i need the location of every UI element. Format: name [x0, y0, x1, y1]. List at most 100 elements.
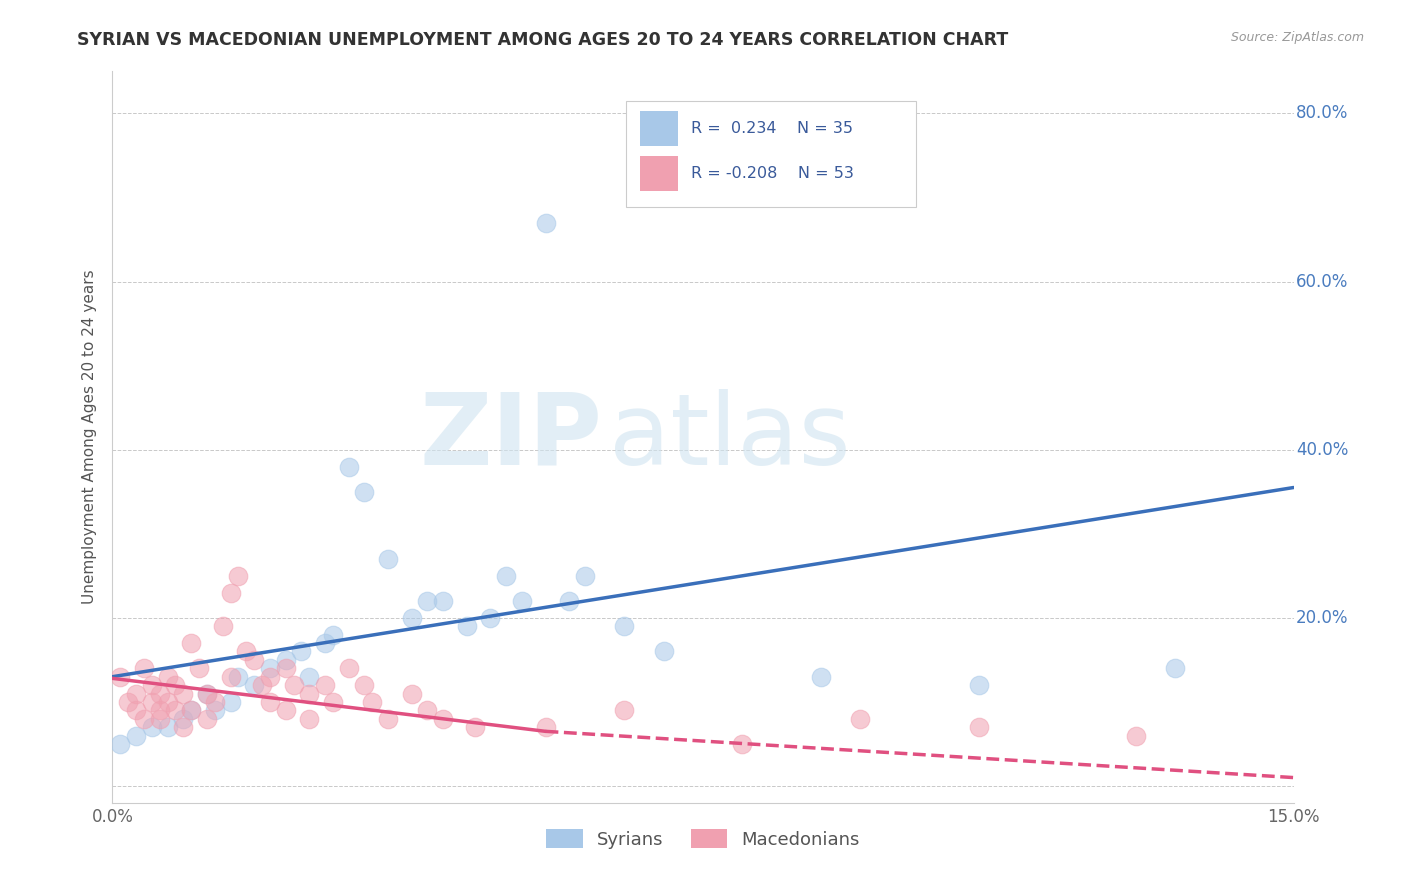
- Point: [149, 703, 172, 717]
- Point: [613, 703, 636, 717]
- Text: R =  0.234    N = 35: R = 0.234 N = 35: [692, 121, 853, 136]
- Point: [967, 720, 990, 734]
- Point: [322, 695, 344, 709]
- Point: [534, 720, 557, 734]
- Point: [479, 611, 502, 625]
- Point: [188, 661, 211, 675]
- Point: [156, 720, 179, 734]
- Point: [117, 695, 139, 709]
- Point: [274, 661, 297, 675]
- Point: [250, 678, 273, 692]
- Point: [156, 695, 179, 709]
- Point: [731, 737, 754, 751]
- Point: [243, 678, 266, 692]
- Text: SYRIAN VS MACEDONIAN UNEMPLOYMENT AMONG AGES 20 TO 24 YEARS CORRELATION CHART: SYRIAN VS MACEDONIAN UNEMPLOYMENT AMONG …: [77, 31, 1008, 49]
- Point: [432, 594, 454, 608]
- Point: [401, 686, 423, 700]
- Point: [274, 653, 297, 667]
- Point: [110, 670, 132, 684]
- Point: [259, 670, 281, 684]
- Text: ZIP: ZIP: [420, 389, 603, 485]
- Point: [165, 678, 187, 692]
- Point: [172, 720, 194, 734]
- Point: [353, 484, 375, 499]
- Text: atlas: atlas: [609, 389, 851, 485]
- Point: [377, 712, 399, 726]
- Point: [125, 703, 148, 717]
- Point: [534, 216, 557, 230]
- Point: [172, 712, 194, 726]
- Point: [613, 619, 636, 633]
- Point: [149, 712, 172, 726]
- Text: R = -0.208    N = 53: R = -0.208 N = 53: [692, 166, 853, 181]
- Point: [337, 661, 360, 675]
- Point: [132, 661, 155, 675]
- Point: [274, 703, 297, 717]
- Point: [149, 686, 172, 700]
- Point: [283, 678, 305, 692]
- FancyBboxPatch shape: [640, 111, 678, 146]
- Text: 80.0%: 80.0%: [1296, 104, 1348, 122]
- Text: 60.0%: 60.0%: [1296, 273, 1348, 291]
- Point: [141, 720, 163, 734]
- Point: [510, 594, 533, 608]
- Point: [165, 703, 187, 717]
- Point: [464, 720, 486, 734]
- Point: [290, 644, 312, 658]
- Point: [416, 594, 439, 608]
- Point: [141, 695, 163, 709]
- Point: [141, 678, 163, 692]
- Point: [810, 670, 832, 684]
- Point: [195, 686, 218, 700]
- Point: [456, 619, 478, 633]
- FancyBboxPatch shape: [640, 156, 678, 191]
- Point: [180, 636, 202, 650]
- Point: [211, 619, 233, 633]
- Legend: Syrians, Macedonians: Syrians, Macedonians: [540, 822, 866, 856]
- Point: [125, 686, 148, 700]
- Point: [172, 686, 194, 700]
- Point: [849, 712, 872, 726]
- Point: [574, 569, 596, 583]
- Point: [298, 712, 321, 726]
- Point: [259, 661, 281, 675]
- Point: [235, 644, 257, 658]
- Point: [204, 695, 226, 709]
- Point: [156, 670, 179, 684]
- Point: [1125, 729, 1147, 743]
- Point: [243, 653, 266, 667]
- Y-axis label: Unemployment Among Ages 20 to 24 years: Unemployment Among Ages 20 to 24 years: [82, 269, 97, 605]
- Point: [401, 611, 423, 625]
- Point: [132, 712, 155, 726]
- Point: [967, 678, 990, 692]
- Point: [204, 703, 226, 717]
- Point: [228, 670, 250, 684]
- Text: 20.0%: 20.0%: [1296, 609, 1348, 627]
- Point: [298, 686, 321, 700]
- Point: [110, 737, 132, 751]
- Point: [259, 695, 281, 709]
- Point: [195, 686, 218, 700]
- Point: [558, 594, 581, 608]
- Point: [195, 712, 218, 726]
- Point: [298, 670, 321, 684]
- FancyBboxPatch shape: [626, 101, 915, 207]
- Point: [125, 729, 148, 743]
- Point: [652, 644, 675, 658]
- Point: [314, 678, 336, 692]
- Text: Source: ZipAtlas.com: Source: ZipAtlas.com: [1230, 31, 1364, 45]
- Point: [432, 712, 454, 726]
- Point: [228, 569, 250, 583]
- Point: [361, 695, 384, 709]
- Point: [180, 703, 202, 717]
- Point: [416, 703, 439, 717]
- Point: [314, 636, 336, 650]
- Text: 40.0%: 40.0%: [1296, 441, 1348, 458]
- Point: [219, 670, 242, 684]
- Point: [337, 459, 360, 474]
- Point: [180, 703, 202, 717]
- Point: [353, 678, 375, 692]
- Point: [322, 627, 344, 641]
- Point: [219, 585, 242, 599]
- Point: [219, 695, 242, 709]
